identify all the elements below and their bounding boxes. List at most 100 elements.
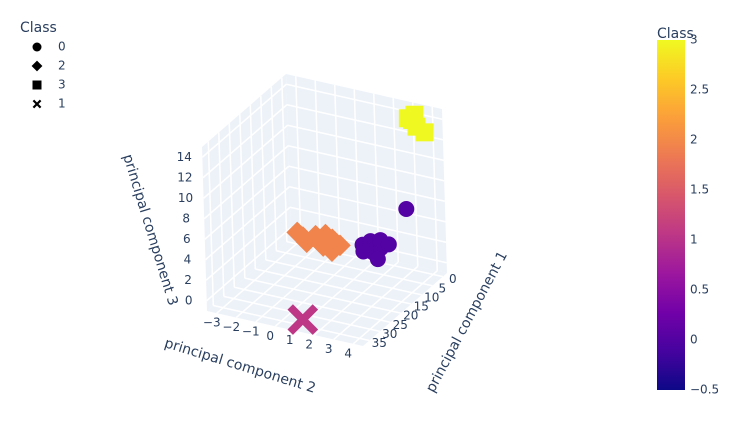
grid-line [313, 261, 399, 336]
side-wall [202, 74, 291, 311]
grid-line [239, 114, 246, 279]
x-tick-label: 20 [403, 309, 418, 323]
colorbar-tick-label: 3 [690, 33, 698, 47]
colorbar-title: Class [657, 26, 694, 42]
grid-line [333, 265, 419, 341]
grid-line [235, 243, 321, 319]
grid-line [244, 277, 401, 314]
y-tick-label: 2 [305, 338, 313, 352]
legend-label: 1 [58, 97, 66, 111]
z-tick-label: 6 [183, 232, 191, 246]
grid-line [334, 84, 341, 249]
grid-line [281, 77, 288, 242]
colorbar [657, 40, 685, 390]
marker [329, 234, 351, 257]
grid-line [288, 145, 445, 182]
z-tick-label: 8 [182, 211, 190, 225]
x-tick-label: 25 [393, 318, 408, 332]
grid-line [204, 186, 290, 261]
grid-line [270, 86, 278, 251]
y-tick-label: −1 [242, 324, 260, 338]
grid-line [288, 165, 445, 202]
marker [380, 236, 397, 253]
grid-line [228, 123, 236, 288]
grid-line [276, 250, 433, 287]
grid-line [255, 248, 341, 323]
x-tick-label: 30 [382, 327, 397, 341]
y-tick-label: 3 [325, 342, 333, 356]
marker [398, 109, 417, 128]
grid-line [206, 227, 292, 302]
y-tick-label: 1 [286, 333, 294, 347]
marker [32, 80, 42, 90]
grid-line [265, 259, 422, 296]
x-tick-label: 35 [372, 336, 387, 350]
marker [398, 200, 415, 217]
legend-label: 0 [58, 40, 66, 54]
scene [201, 74, 447, 346]
grid-line [216, 239, 302, 314]
grid-line [255, 268, 412, 305]
colorbar-tick-label: 1 [690, 233, 698, 247]
grid-line [392, 98, 399, 263]
marker [32, 42, 42, 52]
y-tick-label: 0 [266, 329, 274, 343]
marker [314, 223, 337, 246]
y-tick-label: 4 [344, 346, 352, 360]
legend-title: Class [20, 20, 57, 36]
x-tick-label: 5 [438, 281, 446, 295]
marker [32, 99, 42, 109]
legend-label: 2 [58, 59, 66, 73]
grid-line [203, 124, 289, 199]
marker [287, 304, 319, 335]
colorbar-tick-label: 2 [690, 133, 698, 147]
z-tick-label: 12 [177, 170, 192, 184]
colorbar-tick-label: 0 [690, 333, 698, 347]
z-tick-label: 14 [177, 150, 192, 164]
marker [369, 251, 386, 268]
y-tick-label: −3 [203, 316, 221, 330]
colorbar-ticks: −0.5 0 0.5 1 1.5 2 2.5 3 [690, 33, 719, 397]
colorbar-tick-label: −0.5 [690, 383, 719, 397]
x-tick-label: 10 [424, 290, 439, 304]
grid-line [352, 270, 438, 345]
grid-line [287, 124, 444, 161]
colorbar-tick-label: 1.5 [690, 183, 709, 197]
grid-line [353, 89, 360, 254]
floor [207, 238, 447, 346]
z-tick-label: 4 [184, 252, 192, 266]
grid-line [373, 93, 380, 258]
z-tick-label: 10 [178, 191, 193, 205]
marker [312, 235, 335, 257]
x-tick-label: 0 [449, 272, 457, 286]
z-axis-title: principal component 3 [119, 152, 180, 307]
z-tick-label: 2 [184, 273, 192, 287]
marker [31, 60, 43, 72]
y-tick-label: −2 [222, 320, 240, 334]
marker [295, 231, 318, 253]
grid-line [314, 80, 321, 245]
colorbar-tick-label: 2.5 [690, 83, 709, 97]
grid-line [289, 186, 446, 223]
grid-line [201, 83, 287, 158]
grid-line [204, 165, 290, 240]
grid-line [289, 206, 447, 243]
z-tick-label: 0 [185, 293, 193, 307]
marker [355, 243, 372, 260]
grid-line [218, 132, 225, 297]
legend: 0 2 3 1 [31, 40, 66, 111]
grid-line [295, 76, 302, 241]
grid-line [205, 206, 291, 281]
y-axis-title: principal component 2 [162, 335, 317, 396]
grid-line [260, 95, 267, 260]
grid-line [249, 105, 257, 270]
grid-line [274, 252, 360, 327]
grid-line [203, 145, 289, 220]
legend-label: 3 [58, 78, 66, 92]
x-tick-label: 15 [414, 300, 429, 314]
grid-line [202, 104, 288, 179]
grid-line [213, 304, 370, 342]
colorbar-tick-label: 0.5 [690, 283, 709, 297]
grid-line [207, 141, 215, 306]
